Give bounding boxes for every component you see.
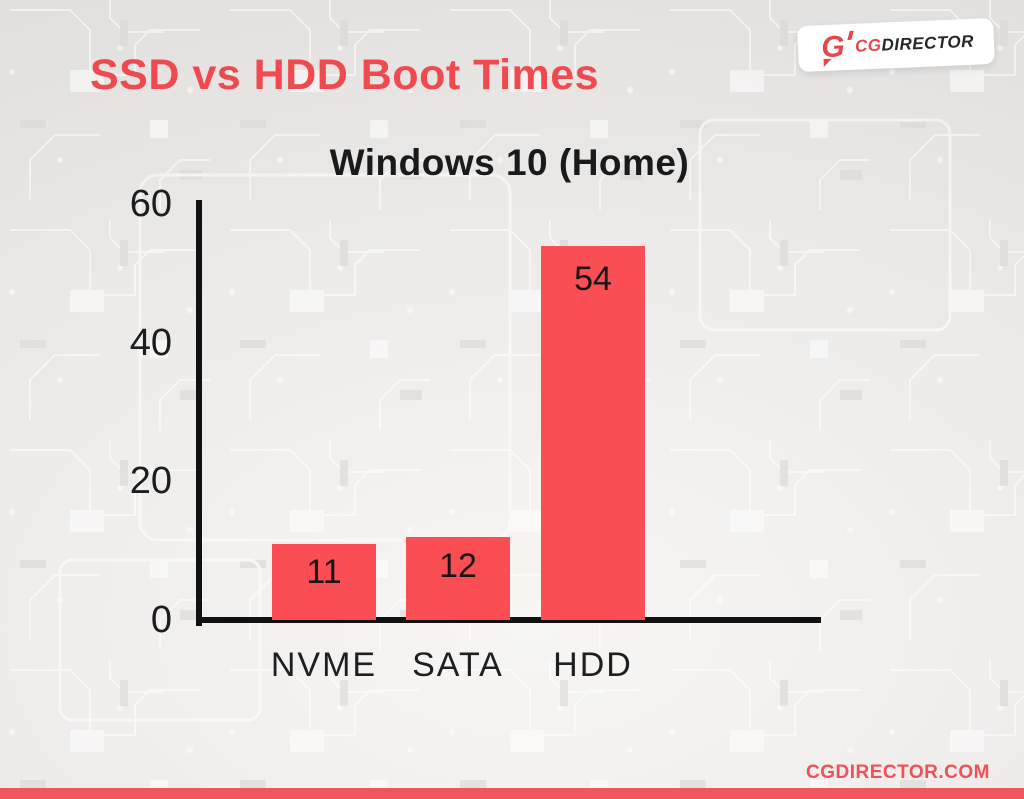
cgdirector-logo: G CGDIRECTOR xyxy=(797,17,995,73)
logo-text-cg: CG xyxy=(854,35,882,56)
y-tick-label-20: 20 xyxy=(129,460,172,503)
x-tick-label-nvme: NVME xyxy=(270,646,378,684)
x-axis-line xyxy=(196,617,821,623)
logo-tail-shape xyxy=(823,58,832,68)
cgdirector-logo-mark-icon: G xyxy=(817,30,854,68)
footer-site-url: CGDIRECTOR.COM xyxy=(806,762,990,783)
logo-apostrophe-shape xyxy=(847,30,854,41)
x-tick-label-sata: SATA xyxy=(412,646,504,684)
footer-red-strip xyxy=(0,788,1024,799)
cgdirector-logo-text: CGDIRECTOR xyxy=(855,32,975,57)
bar-hdd xyxy=(541,246,645,620)
page-title: SSD vs HDD Boot Times xyxy=(90,51,600,99)
y-tick-label-60: 60 xyxy=(129,183,172,225)
bar-value-nvme: 11 xyxy=(306,553,342,592)
bar-sata xyxy=(406,537,510,620)
y-axis-line xyxy=(196,200,202,626)
y-tick-label-0: 0 xyxy=(150,599,172,641)
y-tick-label-40: 40 xyxy=(129,321,172,364)
x-tick-label-hdd: HDD xyxy=(553,646,633,684)
chart-title: Windows 10 (Home) xyxy=(329,142,690,183)
bar-value-sata: 12 xyxy=(439,546,477,585)
bar-nvme xyxy=(272,544,376,620)
logo-text-director: DIRECTOR xyxy=(881,31,975,55)
bar-value-hdd: 54 xyxy=(574,260,612,298)
